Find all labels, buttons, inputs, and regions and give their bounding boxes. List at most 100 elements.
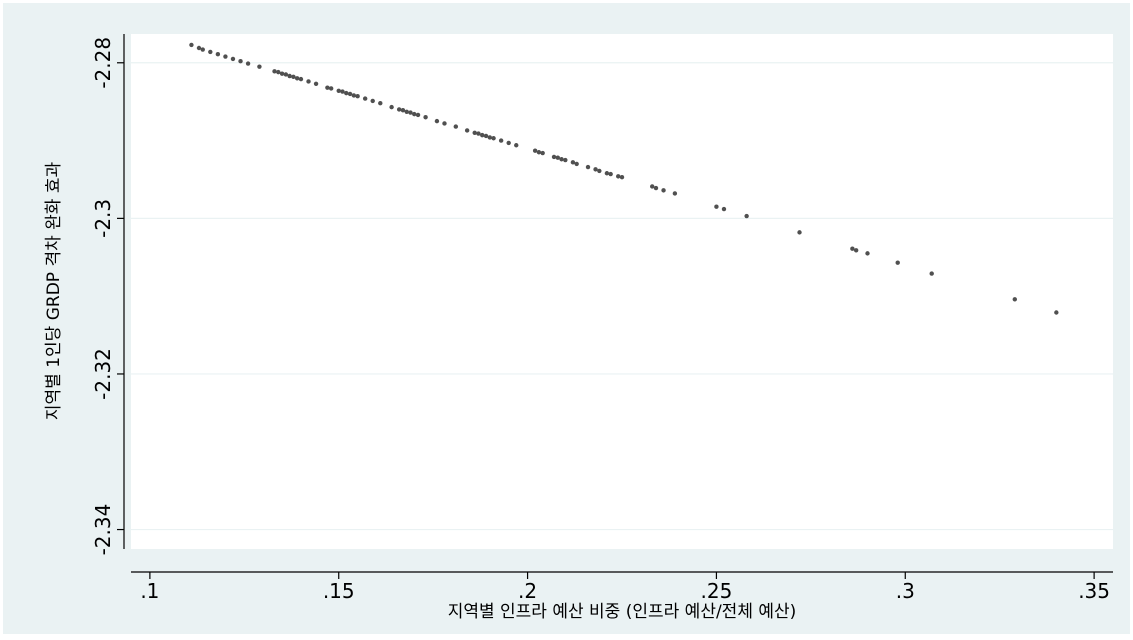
data-point — [476, 131, 481, 136]
data-point — [487, 135, 493, 140]
data-point — [238, 59, 243, 64]
gridlines — [131, 62, 1113, 531]
x-tick-label: .2 — [518, 579, 537, 603]
data-point — [1012, 297, 1017, 302]
data-point — [616, 174, 621, 179]
x-tick-label: .3 — [896, 579, 915, 603]
data-point — [378, 101, 383, 106]
data-point — [344, 90, 349, 96]
data-point — [714, 204, 719, 209]
scatter-chart: -2.28 -2.3 -2.32 -2.34 .1 .15 .2 .25 .3 .35 지역별 인… — [44, 34, 1113, 622]
data-point — [555, 155, 560, 160]
data-point — [570, 160, 576, 165]
data-point — [294, 76, 300, 81]
data-point — [412, 111, 417, 117]
data-point — [797, 230, 802, 235]
data-point — [506, 140, 511, 146]
data-point — [442, 121, 447, 126]
data-point — [464, 128, 470, 133]
data-point — [370, 98, 375, 104]
data-point — [230, 56, 236, 62]
data-point — [208, 49, 213, 55]
data-point — [672, 191, 678, 196]
data-points — [189, 42, 1059, 315]
data-point — [423, 115, 428, 120]
y-axis-title: 지역별 1인당 GRDP 격차 완화 효과 — [44, 162, 64, 421]
y-tick-label: -2.28 — [91, 37, 115, 89]
data-point — [850, 246, 855, 251]
data-point — [593, 167, 598, 172]
x-axis-title: 지역별 인프라 예산 비중 (인프라 예산/전체 예산) — [448, 602, 797, 622]
data-point — [336, 88, 341, 93]
data-point — [498, 138, 504, 143]
data-point — [415, 112, 421, 118]
data-point — [283, 72, 289, 77]
data-point — [650, 184, 655, 189]
data-point — [245, 61, 251, 66]
data-point — [653, 185, 659, 191]
ticks: -2.28 -2.3 -2.32 -2.34 .1 .15 .2 .25 .3 .35 — [91, 37, 1110, 603]
data-point — [434, 118, 440, 124]
data-point — [279, 71, 285, 76]
x-tick-label: .25 — [701, 579, 733, 603]
plot-area — [131, 34, 1113, 549]
data-point — [895, 260, 900, 265]
data-point — [215, 52, 221, 57]
data-point — [340, 89, 345, 94]
data-point — [362, 96, 368, 101]
data-point — [396, 107, 402, 112]
data-point — [404, 109, 409, 114]
data-point — [276, 69, 281, 75]
data-point — [532, 148, 538, 153]
data-point — [744, 213, 749, 219]
data-point — [661, 188, 666, 193]
data-point — [597, 168, 602, 174]
data-point — [306, 79, 311, 84]
data-point — [355, 94, 360, 99]
data-point — [351, 93, 357, 98]
data-point — [196, 45, 202, 51]
x-tick-label: .1 — [140, 579, 159, 603]
data-point — [472, 130, 477, 135]
y-tick-label: -2.3 — [91, 199, 115, 238]
data-point — [536, 150, 542, 155]
data-point — [619, 174, 625, 180]
data-point — [574, 161, 579, 167]
x-tick-label: .35 — [1078, 579, 1110, 603]
data-point — [480, 132, 485, 138]
data-point — [291, 74, 296, 79]
data-point — [559, 157, 564, 162]
data-point — [189, 42, 194, 48]
data-point — [328, 86, 334, 91]
data-point — [200, 47, 205, 52]
data-point — [551, 154, 557, 160]
data-point — [347, 91, 353, 97]
data-point — [491, 136, 496, 141]
data-point — [313, 81, 319, 86]
y-tick-label: -2.34 — [91, 504, 115, 556]
data-point — [585, 164, 591, 170]
data-point — [389, 104, 394, 110]
data-point — [853, 248, 859, 253]
data-point — [865, 251, 870, 256]
data-point — [608, 171, 613, 177]
data-point — [272, 69, 277, 74]
data-point — [604, 171, 610, 176]
data-point — [223, 54, 228, 59]
y-tick-label: -2.32 — [91, 348, 115, 400]
data-point — [257, 64, 262, 69]
data-point — [325, 85, 330, 90]
data-point — [929, 271, 934, 276]
data-point — [514, 143, 519, 148]
data-point — [453, 124, 459, 129]
data-point — [483, 133, 489, 139]
data-point — [1054, 310, 1059, 315]
x-tick-label: .15 — [323, 579, 355, 603]
data-point — [721, 206, 727, 212]
data-point — [563, 157, 568, 163]
data-point — [400, 108, 406, 113]
data-point — [298, 76, 304, 82]
data-point — [408, 110, 413, 115]
axes — [123, 34, 1113, 573]
